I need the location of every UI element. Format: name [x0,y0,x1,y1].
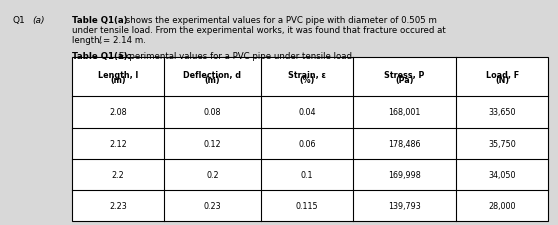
Text: Q1: Q1 [12,16,25,25]
Bar [72,58,548,221]
Text: 34,050: 34,050 [488,170,516,179]
Text: 169,998: 169,998 [388,170,421,179]
Text: (a): (a) [32,16,45,25]
Text: Table Q1(a):: Table Q1(a): [72,52,131,61]
Text: 0.12: 0.12 [204,139,222,148]
Text: 33,650: 33,650 [488,108,516,117]
Text: Strain, ε: Strain, ε [288,70,326,79]
Text: = 2.14 m.: = 2.14 m. [103,36,146,45]
Text: Table Q1(a): Table Q1(a) [72,16,127,25]
Text: (N): (N) [495,75,509,84]
Text: (m): (m) [110,75,126,84]
Text: 0.06: 0.06 [299,139,316,148]
Text: 2.08: 2.08 [109,108,127,117]
Text: Deflection, d: Deflection, d [184,70,242,79]
Text: Stress, P: Stress, P [384,70,425,79]
Text: 28,000: 28,000 [488,201,516,210]
Text: length,: length, [72,36,105,45]
Text: 0.08: 0.08 [204,108,221,117]
Text: 0.115: 0.115 [296,201,319,210]
Text: Experimental values for a PVC pipe under tensile load.: Experimental values for a PVC pipe under… [116,52,355,61]
Text: under tensile load. From the experimental works, it was found that fracture occu: under tensile load. From the experimenta… [72,26,446,35]
Text: Load, F: Load, F [485,70,519,79]
Text: (Pa): (Pa) [396,75,414,84]
Text: 178,486: 178,486 [388,139,421,148]
Text: 0.23: 0.23 [204,201,222,210]
Text: (m): (m) [205,75,220,84]
Text: 0.04: 0.04 [299,108,316,117]
Text: 0.1: 0.1 [301,170,313,179]
Text: shows the experimental values for a PVC pipe with diameter of 0.505 m: shows the experimental values for a PVC … [123,16,437,25]
Text: 2.23: 2.23 [109,201,127,210]
Text: 0.2: 0.2 [206,170,219,179]
Text: Length, l: Length, l [98,70,138,79]
Text: 139,793: 139,793 [388,201,421,210]
Text: 168,001: 168,001 [388,108,421,117]
Text: 35,750: 35,750 [488,139,516,148]
Text: l: l [99,36,102,45]
Text: 2.12: 2.12 [109,139,127,148]
Text: (%): (%) [299,75,315,84]
Text: 2.2: 2.2 [112,170,124,179]
